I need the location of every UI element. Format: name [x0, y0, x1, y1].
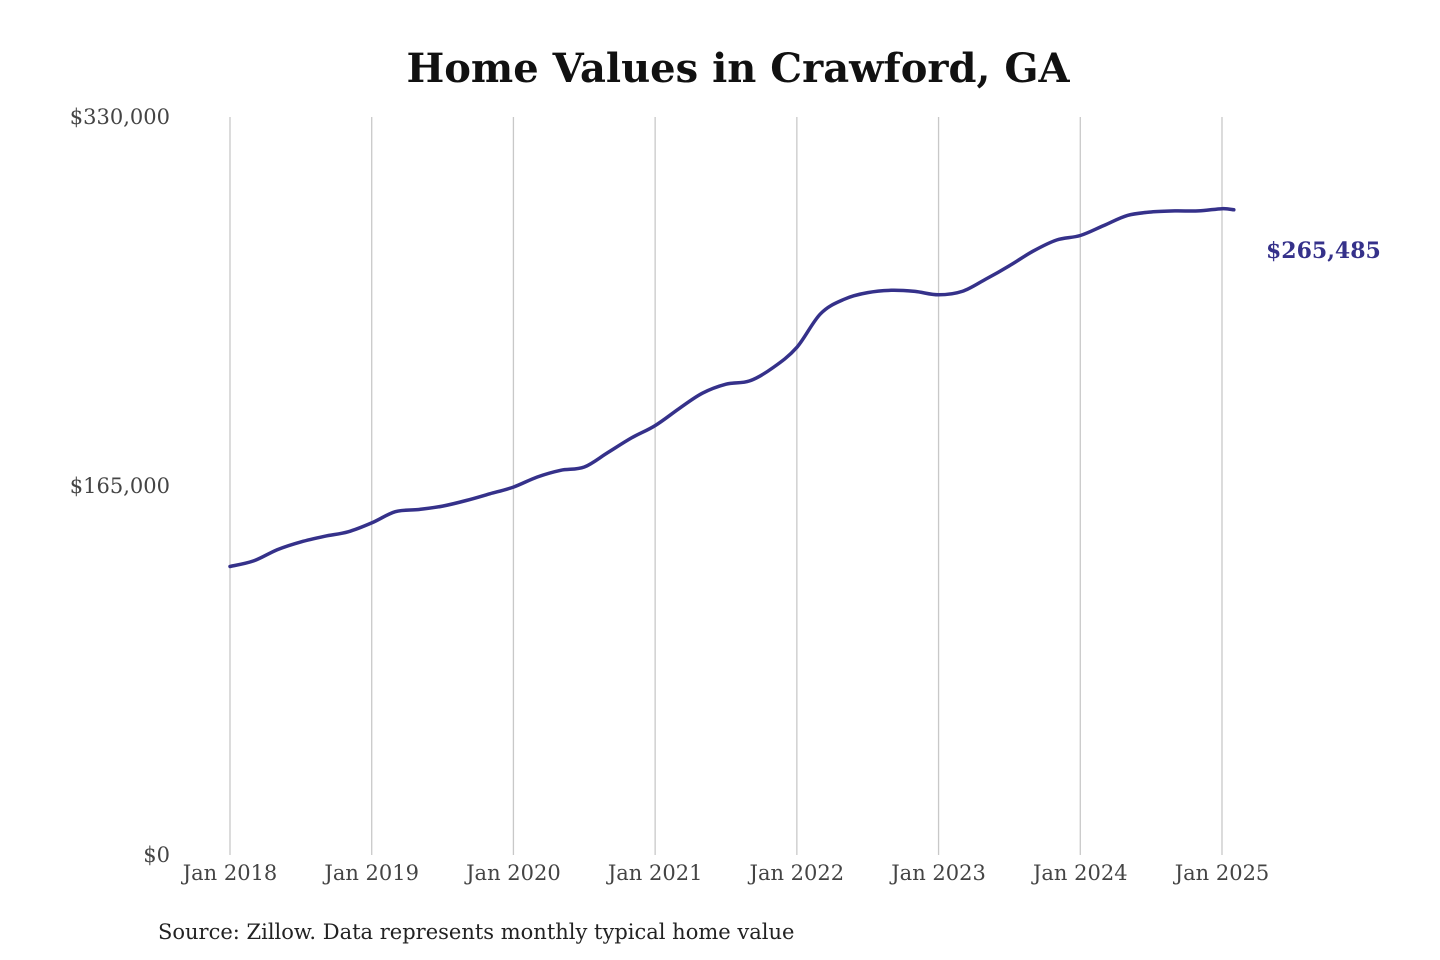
x-tick-label: Jan 2023: [889, 861, 986, 885]
x-tick-label: Jan 2019: [322, 861, 419, 885]
source-note: Source: Zillow. Data represents monthly …: [158, 920, 794, 944]
x-tick-label: Jan 2025: [1173, 861, 1270, 885]
x-axis-tick-labels: Jan 2018 Jan 2019 Jan 2020 Jan 2021 Jan 2022…: [181, 861, 1270, 885]
x-tick-label: Jan 2018: [181, 861, 278, 885]
home-value-line: [228, 206, 1236, 569]
y-tick-label: $0: [143, 843, 170, 867]
y-tick-label: $330,000: [70, 105, 170, 129]
x-tick-label: Jan 2024: [1031, 861, 1128, 885]
y-axis-tick-labels: $0 $165,000 $330,000: [70, 105, 170, 867]
chart-title: Home Values in Crawford, GA: [406, 45, 1070, 92]
grid-lines: [229, 117, 1223, 855]
x-tick-label: Jan 2022: [748, 861, 845, 885]
latest-value-label: $265,485: [1266, 238, 1381, 264]
x-tick-label: Jan 2021: [606, 861, 703, 885]
x-tick-label: Jan 2020: [464, 861, 561, 885]
y-tick-label: $165,000: [70, 474, 170, 498]
